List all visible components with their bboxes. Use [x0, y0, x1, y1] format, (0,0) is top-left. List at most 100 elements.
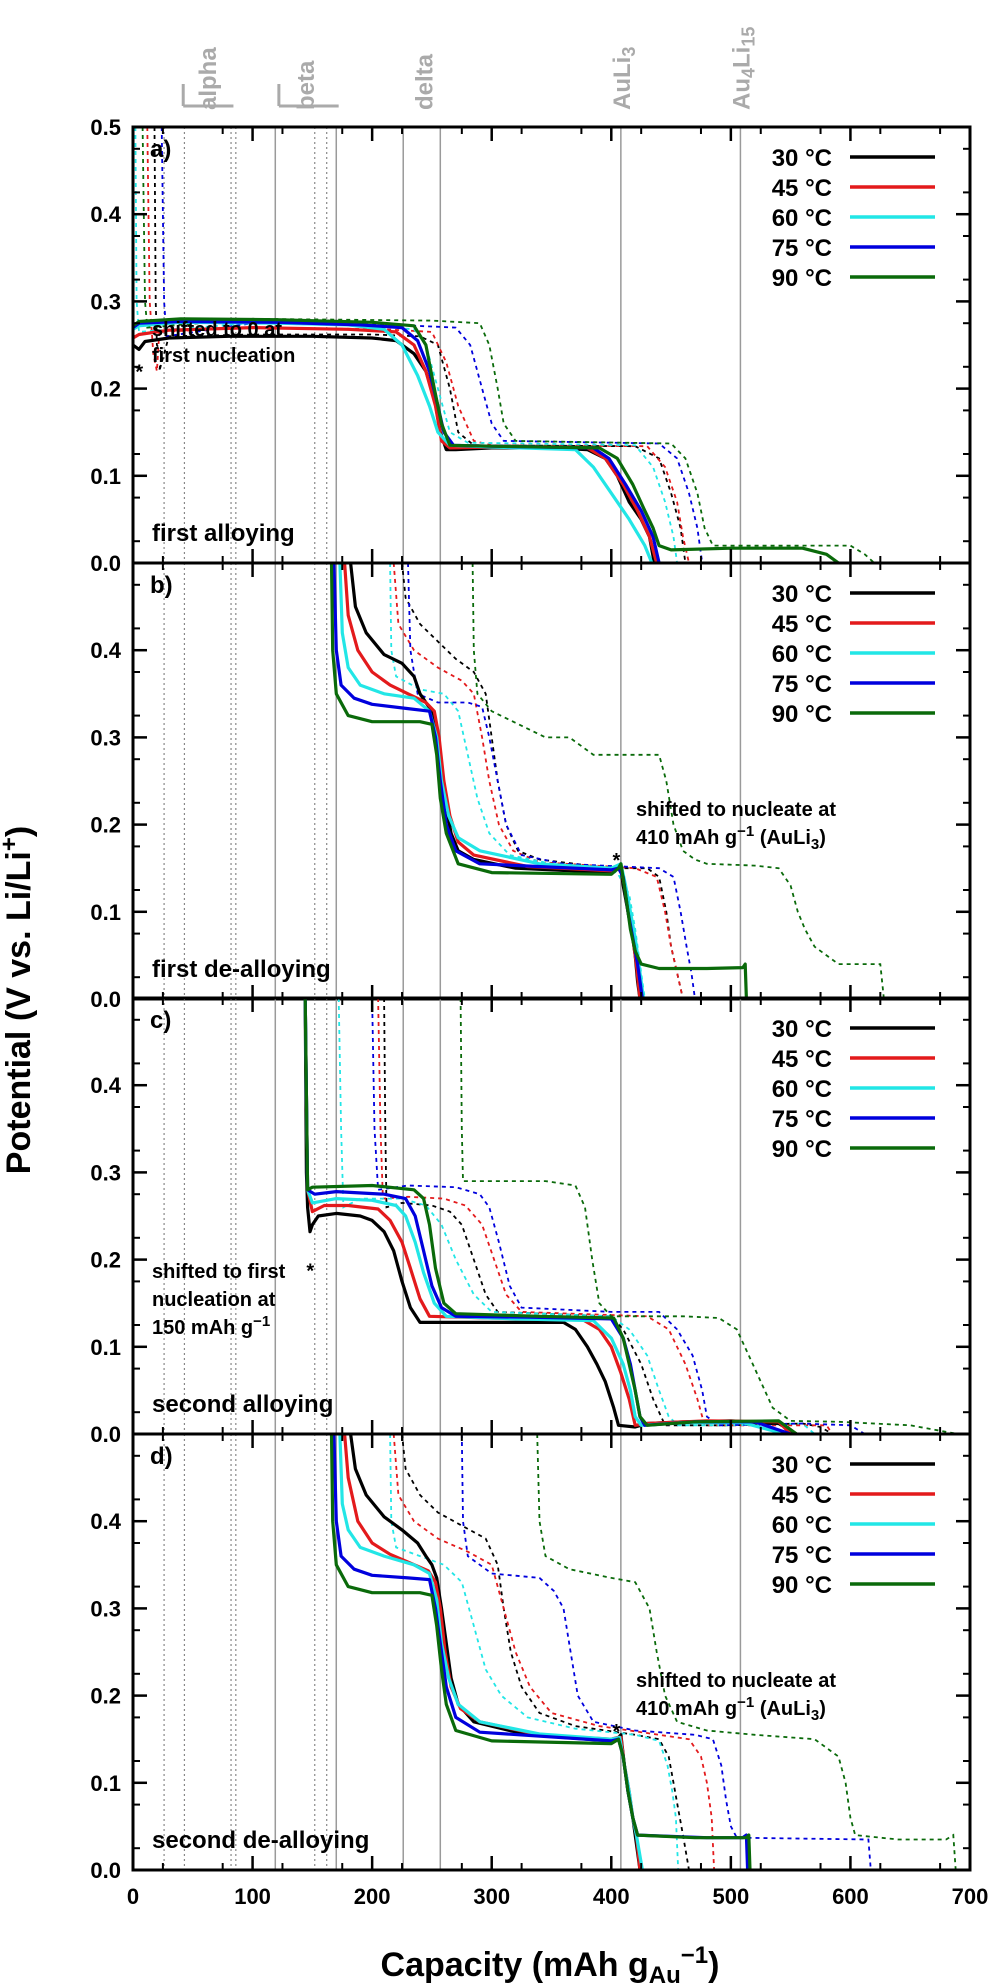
series-solid-line [349, 1434, 642, 1870]
panel-frame [131, 561, 972, 1001]
annotation-text-sup: −1 [737, 823, 754, 840]
legend-label: 90 °C [772, 701, 832, 728]
legend-label: 30 °C [772, 581, 832, 608]
phase-label-text: delta [412, 53, 439, 110]
series-solid-line [303, 998, 792, 1434]
x-tick-label: 0 [127, 1884, 139, 1909]
y-tick-label: 0.3 [90, 725, 121, 750]
phase-label: alpha [195, 47, 222, 110]
x-axis-title: Capacity (mAh gAu−1) [381, 1942, 720, 1984]
series-dashed-line [536, 1434, 957, 1870]
series-dashed-line [392, 1434, 715, 1870]
series-dashed-line [389, 1434, 680, 1870]
legend-label: 45 °C [772, 1046, 832, 1073]
phase-label: AuLi3 [609, 47, 639, 110]
annotation-text-main: 410 mAh g [636, 827, 737, 849]
annotation-text-sub: 3 [811, 836, 819, 853]
series-solid-line [303, 998, 792, 1434]
y-tick-label: 0.3 [90, 1160, 121, 1185]
phase-label-text: AuLi [609, 57, 636, 110]
y-axis-title-sup: + [0, 837, 23, 851]
annotation-text-sup: −1 [253, 1313, 270, 1330]
y-tick-label: 0.1 [90, 900, 121, 925]
phase-label-text: Li [728, 47, 755, 68]
phase-label-sub: 4 [739, 68, 759, 78]
panel-label: b) [150, 572, 173, 599]
y-tick-label: 0.1 [90, 464, 121, 489]
annotation-text: nucleation at [152, 1289, 276, 1311]
y-tick-label: 0.2 [90, 1248, 121, 1273]
legend-label: 90 °C [772, 1136, 832, 1163]
series-dashed-line [471, 563, 885, 999]
annotation-text: shifted to nucleate at [636, 799, 836, 821]
y-tick-label: 0.1 [90, 1335, 121, 1360]
legend-label: 75 °C [772, 671, 832, 698]
nucleation-star: * [306, 1261, 314, 1283]
legend-label: 60 °C [772, 1076, 832, 1103]
series-solid-line [343, 563, 642, 999]
panel-d: 0.0 0.1 0.2 0.3 0.4 d) 30 °C 45 °C 60 °C 75 °C 90 … [90, 1432, 972, 1883]
phase-label-sub: 15 [739, 27, 759, 47]
annotation-text: shifted to nucleate at [636, 1670, 836, 1692]
series-dashed-line [389, 563, 646, 999]
series-solid-line [329, 563, 748, 999]
nucleation-star: * [612, 850, 620, 872]
legend-label: 60 °C [772, 641, 832, 668]
y-tick-label: 0.1 [90, 1771, 121, 1796]
phase-label: beta [293, 60, 320, 110]
x-tick-label: 200 [354, 1884, 391, 1909]
series-dashed-line [392, 563, 684, 999]
panel-c: 0.0 0.1 0.2 0.3 0.4 c) 30 °C 45 °C 60 °C 75 °C 90 … [90, 996, 972, 1447]
annotation-text-main: ) [819, 1698, 826, 1720]
phase-label: delta [412, 53, 439, 110]
legend-label: 45 °C [772, 1482, 832, 1509]
y-tick-label: 0.2 [90, 813, 121, 838]
annotation-text: shifted to first [152, 1261, 286, 1283]
series-group [329, 563, 885, 999]
y-tick-label: 0.3 [90, 289, 121, 314]
x-axis: 0 100 200 300 400 500 600 700 [127, 1884, 988, 1909]
chart-panels: 0.0 0.1 0.2 0.3 0.4 0.5 a) 30 °C 45 °C 60 °C 75 °C… [90, 115, 972, 1883]
panel-caption: first alloying [152, 520, 295, 547]
x-tick-label: 700 [952, 1884, 989, 1909]
series-solid-line [329, 1434, 752, 1870]
phase-label-text: alpha [195, 47, 222, 110]
legend-label: 75 °C [772, 1106, 832, 1133]
series-dashed-line [460, 1434, 872, 1870]
y-tick-label: 0.2 [90, 1684, 121, 1709]
y-tick-label: 0.0 [90, 1858, 121, 1883]
legend-label: 60 °C [772, 205, 832, 232]
annotation-text-main: ) [819, 827, 826, 849]
y-tick-label: 0.0 [90, 551, 121, 576]
legend-label: 90 °C [772, 1572, 832, 1599]
y-tick-label: 0.4 [90, 638, 121, 663]
series-dashed-line [401, 563, 684, 999]
series-dashed-line [459, 998, 959, 1434]
y-tick-label: 0.4 [90, 1073, 121, 1098]
series-group [303, 998, 959, 1434]
panel-frame [131, 996, 972, 1436]
panel-label: a) [150, 136, 171, 163]
x-tick-label: 300 [473, 1884, 510, 1909]
series-group [329, 1434, 957, 1870]
panel-label: c) [150, 1007, 171, 1034]
series-solid-line [303, 998, 798, 1434]
legend-label: 30 °C [772, 1452, 832, 1479]
legend-label: 45 °C [772, 175, 832, 202]
x-tick-label: 600 [832, 1884, 869, 1909]
annotation-text: 410 mAh g−1 (AuLi3) [636, 823, 826, 853]
x-tick-label: 500 [712, 1884, 749, 1909]
series-dashed-line [401, 1434, 690, 1870]
series-group [133, 127, 875, 563]
series-dashed-line [153, 127, 687, 563]
annotation-text: first nucleation [152, 345, 295, 367]
annotation-text: 410 mAh g−1 (AuLi3) [636, 1694, 826, 1724]
series-dashed-line [377, 998, 834, 1434]
annotation-text-main: (AuLi [754, 1698, 811, 1720]
panel-frame [131, 1432, 972, 1872]
phase-label-sub: 3 [619, 47, 639, 57]
y-axis-title-close: ) [0, 826, 38, 837]
y-tick-label: 0.0 [90, 987, 121, 1012]
